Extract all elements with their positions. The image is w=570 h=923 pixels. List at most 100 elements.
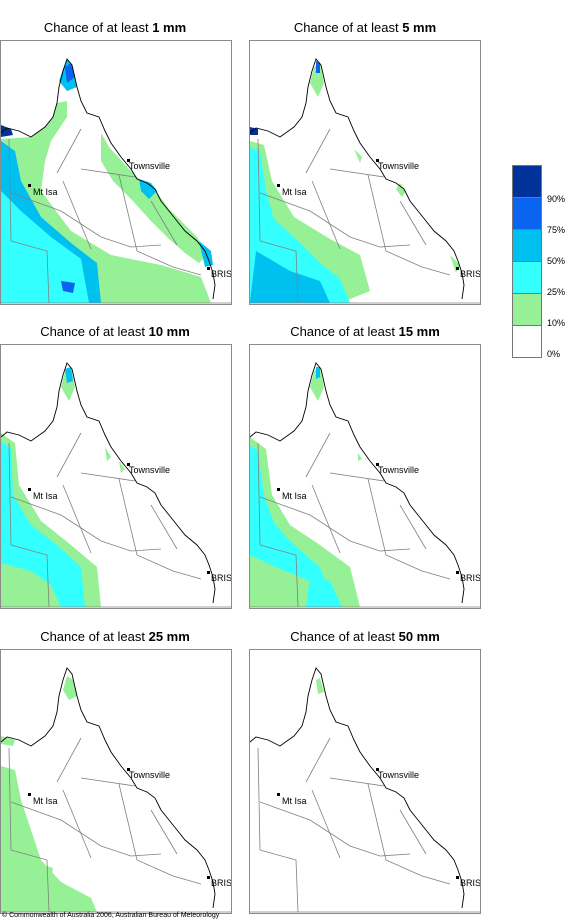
district-border [329, 472, 385, 482]
map-10mm: Townsville Mt Isa BRIS [0, 344, 232, 609]
district-border [259, 801, 411, 857]
district-border [10, 849, 50, 913]
district-border [118, 478, 174, 572]
map-1mm: Townsville Mt Isa BRIS [0, 40, 232, 305]
district-border [80, 168, 136, 178]
panel-title-5mm: Chance of at least 5 mm [250, 20, 480, 35]
rainfall-map-svg [1, 58, 231, 304]
place-marker-townsville [127, 159, 130, 162]
legend-swatch-10 [512, 294, 542, 326]
place-marker-mt-isa [277, 793, 280, 796]
legend-label-90: 90% [547, 194, 566, 204]
district-border [399, 504, 427, 550]
district-border [421, 266, 451, 276]
place-label-townsville: Townsville [378, 161, 420, 171]
title-prefix: Chance of at least [290, 629, 399, 644]
district-border [367, 478, 423, 572]
district-border [172, 266, 202, 276]
title-amount: 5 mm [402, 20, 437, 35]
district-border [8, 747, 12, 851]
title-prefix: Chance of at least [40, 324, 149, 339]
district-border [10, 496, 162, 552]
place-marker-mt-isa [277, 184, 280, 187]
district-border [305, 737, 331, 783]
place-label-mt-isa: Mt Isa [33, 796, 58, 806]
rain-probability-area-green [450, 255, 460, 273]
rain-probability-area-sky [316, 367, 320, 379]
title-prefix: Chance of at least [290, 324, 399, 339]
district-border [62, 789, 92, 859]
map-25mm: Townsville Mt Isa BRIS [0, 649, 232, 914]
map-50mm: Townsville Mt Isa BRIS [249, 649, 481, 914]
rain-probability-area-green [354, 149, 362, 163]
district-border [421, 570, 451, 580]
coastline [1, 667, 216, 909]
district-border [259, 240, 299, 304]
title-amount: 1 mm [152, 20, 187, 35]
coastline [250, 362, 465, 604]
district-border [172, 875, 202, 885]
rain-probability-area-sky [250, 251, 330, 303]
place-marker-bris [207, 267, 210, 270]
rainfall-map-svg [250, 362, 480, 608]
district-border [10, 801, 162, 857]
legend-swatch-50 [512, 230, 542, 262]
legend-label-10: 10% [547, 318, 566, 328]
district-border [329, 168, 385, 178]
rain-probability-area-sky [65, 367, 73, 383]
rain-probability-area-green [101, 133, 207, 263]
rainfall-map-svg [1, 362, 231, 608]
panel-title-15mm: Chance of at least 15 mm [250, 324, 480, 339]
district-border [56, 432, 82, 478]
district-border [8, 138, 12, 242]
rain-probability-area-navy [250, 127, 258, 135]
district-border [311, 484, 341, 554]
rain-probability-area-green [316, 678, 324, 694]
place-marker-bris [456, 571, 459, 574]
place-label-bris: BRIS [211, 573, 232, 583]
district-border [150, 504, 178, 550]
district-border [399, 809, 427, 855]
district-border [62, 180, 92, 250]
rain-probability-area-navy [1, 125, 13, 137]
rain-probability-area-cyan [306, 575, 342, 607]
rain-probability-area-green [310, 63, 324, 97]
place-label-bris: BRIS [460, 573, 481, 583]
district-border [367, 174, 423, 268]
place-label-bris: BRIS [211, 269, 232, 279]
coastline [250, 667, 465, 909]
place-marker-bris [456, 267, 459, 270]
legend-label-0: 0% [547, 349, 561, 359]
district-border [305, 432, 331, 478]
place-label-bris: BRIS [460, 878, 481, 888]
coastline [1, 58, 216, 300]
district-border [257, 442, 261, 546]
place-marker-townsville [127, 463, 130, 466]
place-label-mt-isa: Mt Isa [282, 491, 307, 501]
panel-title-50mm: Chance of at least 50 mm [250, 629, 480, 644]
district-border [118, 783, 174, 877]
rain-probability-area-green [1, 563, 61, 607]
legend-label-50: 50% [547, 256, 566, 266]
place-label-townsville: Townsville [129, 465, 171, 475]
title-prefix: Chance of at least [43, 20, 153, 35]
map-5mm: Townsville Mt Isa BRIS [249, 40, 481, 305]
district-border [80, 777, 136, 787]
place-marker-mt-isa [28, 184, 31, 187]
rainfall-map-svg [250, 667, 480, 913]
district-border [399, 200, 427, 246]
district-border [56, 737, 82, 783]
copyright-notice: © Commonwealth of Australia 2006, Austra… [2, 912, 220, 919]
coastline [1, 362, 216, 604]
district-border [62, 484, 92, 554]
place-marker-townsville [376, 159, 379, 162]
place-marker-mt-isa [28, 488, 31, 491]
rain-probability-area-green [41, 864, 53, 878]
legend-swatch-75 [512, 198, 542, 230]
place-marker-mt-isa [277, 488, 280, 491]
place-marker-townsville [376, 463, 379, 466]
district-border [311, 180, 341, 250]
district-border [421, 875, 451, 885]
place-marker-bris [207, 571, 210, 574]
color-legend [512, 165, 542, 358]
